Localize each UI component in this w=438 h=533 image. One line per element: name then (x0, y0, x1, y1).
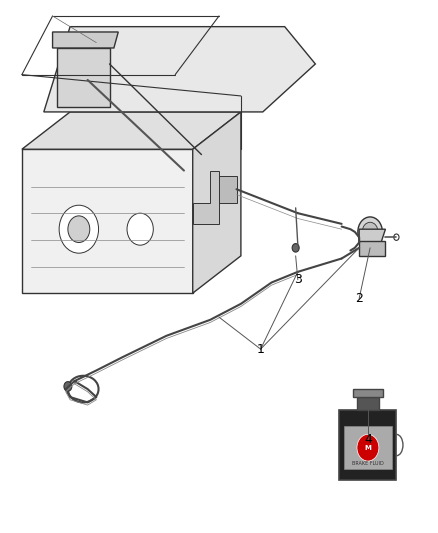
Circle shape (64, 382, 72, 391)
Circle shape (292, 244, 299, 252)
Circle shape (68, 216, 90, 243)
Text: BRAKE FLUID: BRAKE FLUID (352, 461, 384, 466)
Polygon shape (359, 241, 385, 256)
Text: 1: 1 (257, 343, 265, 356)
Text: 3: 3 (294, 273, 302, 286)
Text: M: M (364, 445, 371, 451)
Circle shape (59, 205, 99, 253)
Polygon shape (22, 112, 241, 149)
Polygon shape (357, 397, 379, 410)
Polygon shape (57, 48, 110, 107)
Circle shape (362, 222, 378, 241)
Polygon shape (22, 149, 193, 293)
Polygon shape (344, 426, 392, 469)
Polygon shape (193, 112, 241, 293)
Polygon shape (339, 410, 396, 480)
Polygon shape (53, 32, 118, 48)
Circle shape (357, 434, 379, 461)
Circle shape (127, 213, 153, 245)
Circle shape (358, 217, 382, 247)
Polygon shape (353, 389, 383, 397)
Polygon shape (359, 229, 385, 243)
Polygon shape (44, 27, 315, 112)
Text: 2: 2 (355, 292, 363, 305)
Polygon shape (193, 171, 219, 224)
Circle shape (394, 234, 399, 240)
Text: 4: 4 (364, 433, 372, 446)
Polygon shape (219, 176, 237, 203)
